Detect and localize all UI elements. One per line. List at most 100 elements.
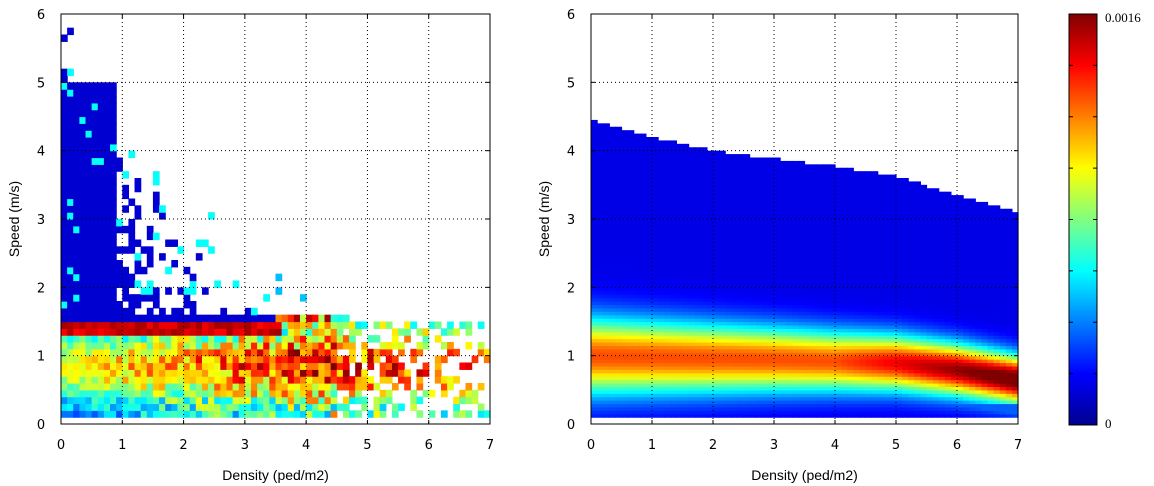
heatmap-cell (853, 239, 860, 244)
heatmap-cell (91, 225, 99, 234)
heatmap-cell (682, 294, 690, 299)
heatmap-cell (61, 362, 68, 370)
heatmap-cell (639, 342, 647, 347)
heatmap-cell (706, 167, 714, 172)
heatmap-cell (330, 314, 338, 323)
heatmap-cell (694, 307, 702, 312)
heatmap-cell (835, 242, 842, 247)
heatmap-cell (713, 236, 720, 241)
heatmap-cell (171, 328, 179, 336)
heatmap-cell (645, 379, 653, 384)
heatmap-cell (263, 314, 270, 323)
heatmap-cell (786, 304, 793, 309)
heatmap-cell (859, 277, 867, 282)
heatmap-cell (73, 369, 80, 377)
heatmap-cell (97, 82, 105, 90)
heatmap-cell (786, 318, 793, 323)
heatmap-cell (275, 328, 283, 336)
heatmap-cell (871, 201, 879, 206)
heatmap-cell (658, 287, 665, 292)
heatmap-cell (682, 232, 690, 237)
heatmap-cell (682, 386, 690, 391)
heatmap-cell (755, 260, 763, 265)
heatmap-cell (220, 369, 228, 377)
heatmap-cell (627, 198, 635, 203)
heatmap-cell (621, 242, 629, 247)
heatmap-cell (603, 242, 610, 247)
heatmap-cell (725, 198, 732, 203)
heatmap-cell (146, 369, 154, 377)
heatmap-cell (865, 369, 873, 374)
heatmap-cell (737, 355, 745, 360)
heatmap-cell (250, 376, 258, 384)
heatmap-cell (688, 345, 696, 350)
heatmap-cell (208, 342, 215, 350)
heatmap-cell (306, 355, 313, 364)
heatmap-cell (792, 280, 799, 285)
heatmap-cell (810, 232, 818, 237)
heatmap-cell (865, 400, 873, 405)
heatmap-cell (220, 307, 228, 316)
heatmap-cell (853, 208, 860, 213)
heatmap-cell (639, 171, 647, 176)
heatmap-cell (725, 379, 732, 384)
heatmap-cell (621, 256, 629, 261)
heatmap-cell (621, 376, 629, 381)
heatmap-cell (682, 342, 690, 347)
heatmap-cell (835, 396, 842, 401)
heatmap-cell (122, 314, 130, 323)
heatmap-cell (835, 280, 842, 285)
heatmap-cell (257, 389, 264, 398)
heatmap-cell (61, 225, 68, 234)
heatmap-cell (67, 178, 74, 186)
heatmap-cell (73, 253, 80, 261)
heatmap-cell (706, 400, 714, 405)
heatmap-cell (639, 147, 647, 152)
heatmap-cell (816, 355, 824, 360)
heatmap-cell (244, 362, 252, 370)
heatmap-cell (822, 352, 830, 357)
heatmap-cell (633, 386, 641, 391)
heatmap-cell (798, 359, 806, 364)
heatmap-cell (804, 246, 812, 251)
heatmap-cell (847, 283, 854, 288)
heatmap-cell (110, 307, 117, 316)
heatmap-cell (749, 304, 757, 309)
heatmap-cell (639, 406, 647, 411)
heatmap-cell (670, 225, 677, 230)
heatmap-cell (597, 290, 604, 295)
heatmap-cell (719, 369, 726, 374)
heatmap-cell (743, 294, 751, 299)
heatmap-cell (792, 222, 799, 227)
heatmap-cell (804, 297, 812, 302)
heatmap-cell (306, 410, 313, 418)
heatmap-cell (652, 174, 659, 179)
heatmap-cell (110, 130, 117, 138)
heatmap-cell (627, 338, 635, 343)
heatmap-cell (373, 410, 381, 418)
heatmap-cell (694, 229, 702, 234)
heatmap-cell (664, 181, 671, 186)
heatmap-cell (658, 171, 665, 176)
heatmap-cell (713, 184, 720, 189)
heatmap-cell (700, 362, 708, 367)
heatmap-cell (603, 297, 610, 302)
heatmap-cell (871, 208, 879, 213)
heatmap-cell (171, 307, 179, 316)
heatmap-cell (615, 260, 623, 265)
heatmap-cell (749, 184, 757, 189)
heatmap-cell (391, 355, 399, 364)
heatmap-cell (597, 297, 604, 302)
heatmap-cell (816, 174, 824, 179)
heatmap-cell (664, 338, 671, 343)
heatmap-cell (79, 116, 87, 124)
heatmap-cell (694, 219, 702, 224)
heatmap-cell (73, 301, 80, 309)
heatmap-cell (798, 406, 806, 411)
heatmap-cell (774, 345, 781, 350)
heatmap-cell (841, 188, 848, 193)
heatmap-cell (627, 260, 635, 265)
heatmap-cell (859, 324, 867, 329)
heatmap-cell (786, 208, 793, 213)
heatmap-cell (847, 263, 854, 268)
